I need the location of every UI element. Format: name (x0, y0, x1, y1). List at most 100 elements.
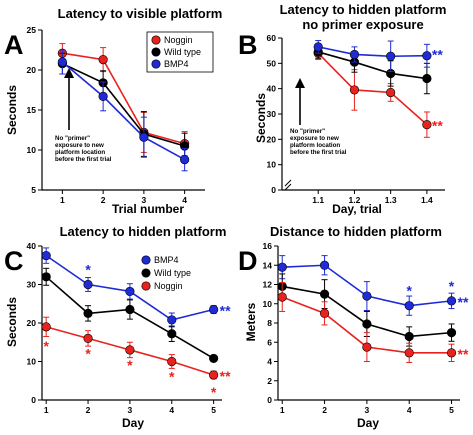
panel-c-ytick-label: 30 (27, 280, 37, 290)
panel-c-ytick-label: 0 (31, 395, 36, 405)
significance-star: ** (220, 368, 231, 384)
panel-d-ytick-label: 10 (263, 299, 273, 309)
data-point (167, 315, 177, 325)
panel-b-ytick-label: 50 (267, 58, 277, 68)
data-point (362, 319, 372, 329)
panel-a-annotation-arrow (64, 68, 74, 130)
panel-b-letter: B (238, 30, 258, 60)
panel-b-xtick-label: 1.1 (312, 195, 324, 205)
data-point (404, 348, 414, 358)
panel-b-xlabel: Day, trial (332, 202, 382, 216)
panel-b-ytick-label: 10 (267, 160, 277, 170)
panel-a-ytick-label: 15 (27, 105, 37, 115)
panel-b-xtick-label: 1.2 (349, 195, 361, 205)
data-point (404, 331, 414, 342)
data-point (313, 42, 323, 52)
panel-d-series-bmp4 (277, 255, 457, 316)
significance-star: * (449, 278, 455, 294)
panel-c-xtick-label: 2 (86, 405, 91, 415)
panel-b-annotation-line-4: before the first trial (290, 149, 347, 156)
panel-a-annotation-line-2: exposure to new (55, 142, 104, 149)
legend-label-wild-type-c: Wild type (154, 268, 191, 278)
panel-a-ytick-label: 10 (27, 145, 37, 155)
significance-star: * (85, 262, 91, 278)
legend-label-bmp4: BMP4 (164, 59, 189, 69)
series-line (317, 52, 428, 126)
panel-b-ytick-label: 20 (267, 134, 277, 144)
significance-star: * (127, 357, 133, 373)
panel-a-annotation-line-3: platform location (55, 149, 105, 156)
panel-a-letter: A (4, 30, 24, 60)
legend-swatch-wild-type (151, 47, 161, 57)
significance-star: * (43, 338, 49, 354)
panel-d-ytick-label: 6 (267, 337, 272, 347)
series-line (318, 51, 427, 80)
panel-b-series-bmp4 (313, 40, 432, 72)
panel-d-letter: D (238, 246, 258, 276)
data-point (319, 308, 330, 318)
legend-swatch-noggin-c (141, 281, 151, 291)
panel-c-series-noggin (41, 316, 219, 380)
data-point (83, 333, 93, 344)
data-point (83, 279, 93, 290)
panel-b-annotation-arrow (295, 78, 305, 125)
significance-star: ** (458, 346, 469, 362)
panel-c-title: Latency to hidden platform (60, 224, 227, 239)
legend-swatch-noggin (151, 35, 161, 45)
legend-label-noggin-c: Noggin (154, 281, 183, 291)
panel-b-annotation-line-2: exposure to new (290, 135, 339, 142)
panel-b-series-noggin (313, 46, 432, 138)
data-point (125, 345, 135, 355)
data-point (125, 304, 135, 315)
data-point (386, 51, 396, 61)
data-point (209, 370, 219, 380)
panel-b-title-line-1: Latency to hidden platform (280, 2, 447, 17)
significance-star: ** (432, 47, 443, 63)
panel-d-ytick-label: 14 (263, 260, 273, 270)
panel-d-xtick-label: 1 (280, 405, 285, 415)
panel-a-annotation-line-1: No "primer" (55, 135, 90, 142)
data-point (422, 120, 432, 130)
data-point (209, 353, 219, 364)
panel-c-xtick-label: 4 (169, 405, 174, 415)
significance-star: ** (458, 294, 469, 310)
panel-d-ytick-label: 0 (267, 395, 272, 405)
panel-d-xtick-label: 3 (365, 405, 370, 415)
legend-label-wild-type: Wild type (164, 47, 201, 57)
data-point (422, 73, 432, 84)
data-point (41, 251, 51, 261)
legend-swatch-wild-type-c (141, 268, 151, 278)
significance-star: ** (432, 118, 443, 134)
legend-swatch-bmp4 (151, 59, 161, 69)
panel-a-legend: Noggin Wild type BMP4 (146, 31, 214, 73)
data-point (57, 57, 67, 67)
panel-b-axis-break (284, 179, 292, 191)
panel-a-ytick-label: 20 (27, 65, 37, 75)
panel-a: A Latency to visible platform Seconds Tr… (4, 6, 222, 216)
panel-c-xlabel: Day (122, 416, 144, 430)
panel-b-ytick-label: 40 (267, 84, 277, 94)
data-point (446, 328, 457, 338)
panel-a-xtick-label: 3 (142, 195, 147, 205)
data-point (422, 51, 432, 61)
data-point (98, 91, 108, 101)
panel-d-ytick-label: 4 (267, 357, 272, 367)
panel-d-xtick-label: 4 (407, 405, 412, 415)
panel-b-xtick-label: 1.4 (421, 195, 433, 205)
panel-b-title-line-2: no primer exposure (302, 17, 423, 32)
data-point (41, 322, 51, 332)
data-point (167, 329, 177, 339)
data-point (139, 132, 149, 142)
panel-a-ytick-label: 5 (31, 185, 36, 195)
legend-label-bmp4-c: BMP4 (154, 255, 179, 265)
significance-star: * (169, 369, 175, 385)
panel-d-xtick-label: 2 (322, 405, 327, 415)
panel-d-series-noggin (277, 282, 457, 363)
panel-b-ytick-label: 30 (267, 109, 277, 119)
series-line (62, 52, 185, 145)
